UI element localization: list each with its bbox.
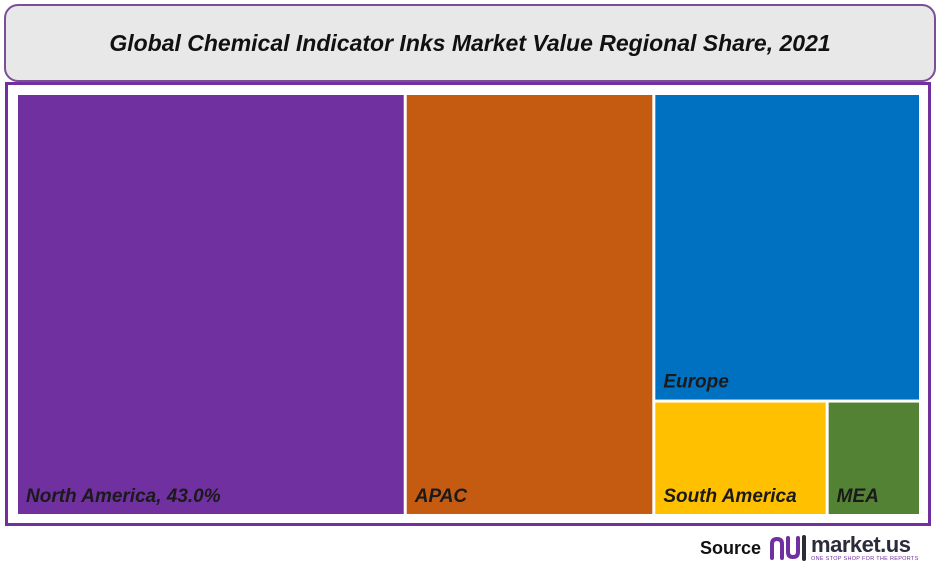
logo-name: market.us <box>811 531 911 557</box>
logo-tagline: ONE STOP SHOP FOR THE REPORTS <box>811 555 919 562</box>
tile-label-mea: MEA <box>837 486 879 507</box>
tile-label-apac: APAC <box>414 486 468 507</box>
tile-mea <box>828 402 919 514</box>
tile-north-america <box>18 95 404 514</box>
tile-label-north-america: North America, 43.0% <box>26 486 221 507</box>
tile-label-europe: Europe <box>663 372 729 393</box>
logo-text-group: market.us ONE STOP SHOP FOR THE REPORTS <box>811 531 919 563</box>
tile-label-south-america: South America <box>663 486 797 507</box>
source-label: Source <box>700 537 762 558</box>
treemap-chart: North America, 43.0% APAC Europe South Amer… <box>18 95 919 514</box>
chart-title: Global Chemical Indicator Inks Market Va… <box>109 29 831 56</box>
chart-frame: North America, 43.0% APAC Europe South Amer… <box>5 82 931 526</box>
source-row: Source market.us ONE STOP SHOP FOR THE R… <box>700 532 936 564</box>
chart-title-box: Global Chemical Indicator Inks Market Va… <box>4 4 936 82</box>
market-us-logo-icon <box>770 535 807 561</box>
tile-apac <box>406 95 653 514</box>
tile-europe <box>655 95 919 400</box>
tile-south-america <box>655 402 826 514</box>
